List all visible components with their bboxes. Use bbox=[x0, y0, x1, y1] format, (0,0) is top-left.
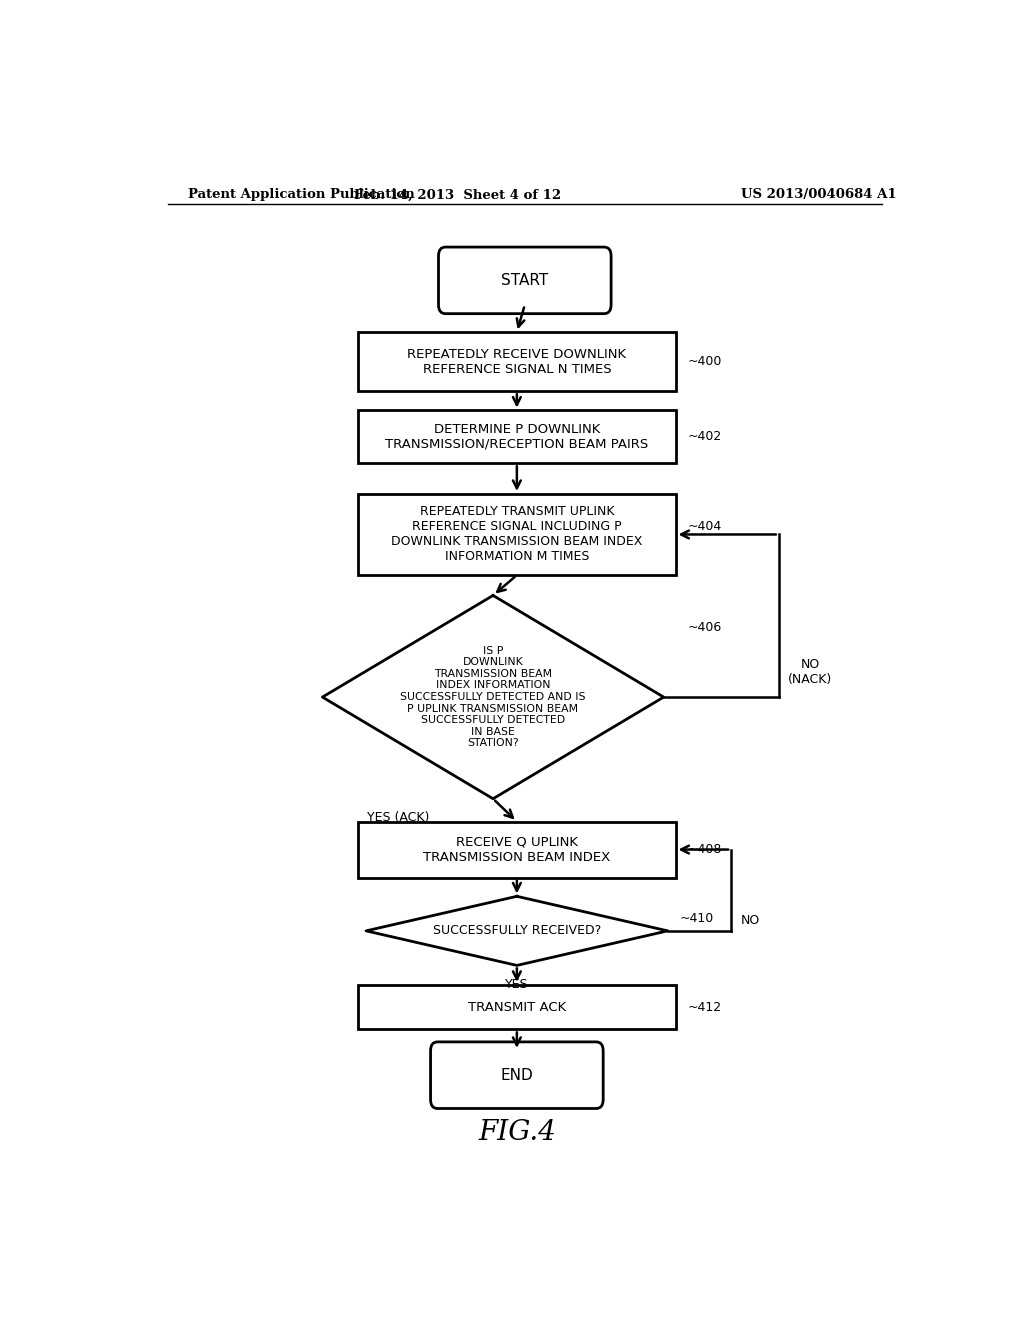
Text: REPEATEDLY TRANSMIT UPLINK
REFERENCE SIGNAL INCLUDING P
DOWNLINK TRANSMISSION BE: REPEATEDLY TRANSMIT UPLINK REFERENCE SIG… bbox=[391, 506, 642, 564]
FancyBboxPatch shape bbox=[438, 247, 611, 314]
Text: SUCCESSFULLY RECEIVED?: SUCCESSFULLY RECEIVED? bbox=[433, 924, 601, 937]
Bar bbox=[358, 411, 676, 463]
Text: Patent Application Publication: Patent Application Publication bbox=[187, 189, 415, 202]
Bar bbox=[358, 985, 676, 1030]
Text: US 2013/0040684 A1: US 2013/0040684 A1 bbox=[740, 189, 896, 202]
Text: NO
(NACK): NO (NACK) bbox=[788, 657, 833, 685]
Text: RECEIVE Q UPLINK
TRANSMISSION BEAM INDEX: RECEIVE Q UPLINK TRANSMISSION BEAM INDEX bbox=[423, 836, 610, 863]
Text: ~408: ~408 bbox=[687, 843, 722, 857]
Bar bbox=[358, 494, 676, 576]
Text: YES (ACK): YES (ACK) bbox=[367, 810, 429, 824]
Text: START: START bbox=[501, 273, 549, 288]
Text: REPEATEDLY RECEIVE DOWNLINK
REFERENCE SIGNAL N TIMES: REPEATEDLY RECEIVE DOWNLINK REFERENCE SI… bbox=[408, 347, 627, 376]
Text: ~410: ~410 bbox=[680, 912, 714, 925]
Text: FIG.4: FIG.4 bbox=[478, 1118, 556, 1146]
Text: YES: YES bbox=[505, 978, 528, 990]
Text: ~400: ~400 bbox=[687, 355, 722, 368]
Text: Feb. 14, 2013  Sheet 4 of 12: Feb. 14, 2013 Sheet 4 of 12 bbox=[353, 189, 561, 202]
Text: TRANSMIT ACK: TRANSMIT ACK bbox=[468, 1001, 566, 1014]
Text: END: END bbox=[501, 1068, 534, 1082]
Text: ~412: ~412 bbox=[687, 1001, 722, 1014]
Text: ~406: ~406 bbox=[687, 622, 722, 635]
Text: ~402: ~402 bbox=[687, 430, 722, 444]
Bar bbox=[358, 333, 676, 391]
Bar bbox=[358, 821, 676, 878]
Text: NO: NO bbox=[740, 915, 760, 927]
Text: DETERMINE P DOWNLINK
TRANSMISSION/RECEPTION BEAM PAIRS: DETERMINE P DOWNLINK TRANSMISSION/RECEPT… bbox=[385, 422, 648, 451]
Text: ~404: ~404 bbox=[687, 520, 722, 533]
Text: IS P
DOWNLINK
TRANSMISSION BEAM
INDEX INFORMATION
SUCCESSFULLY DETECTED AND IS
P: IS P DOWNLINK TRANSMISSION BEAM INDEX IN… bbox=[400, 645, 586, 748]
FancyBboxPatch shape bbox=[430, 1041, 603, 1109]
